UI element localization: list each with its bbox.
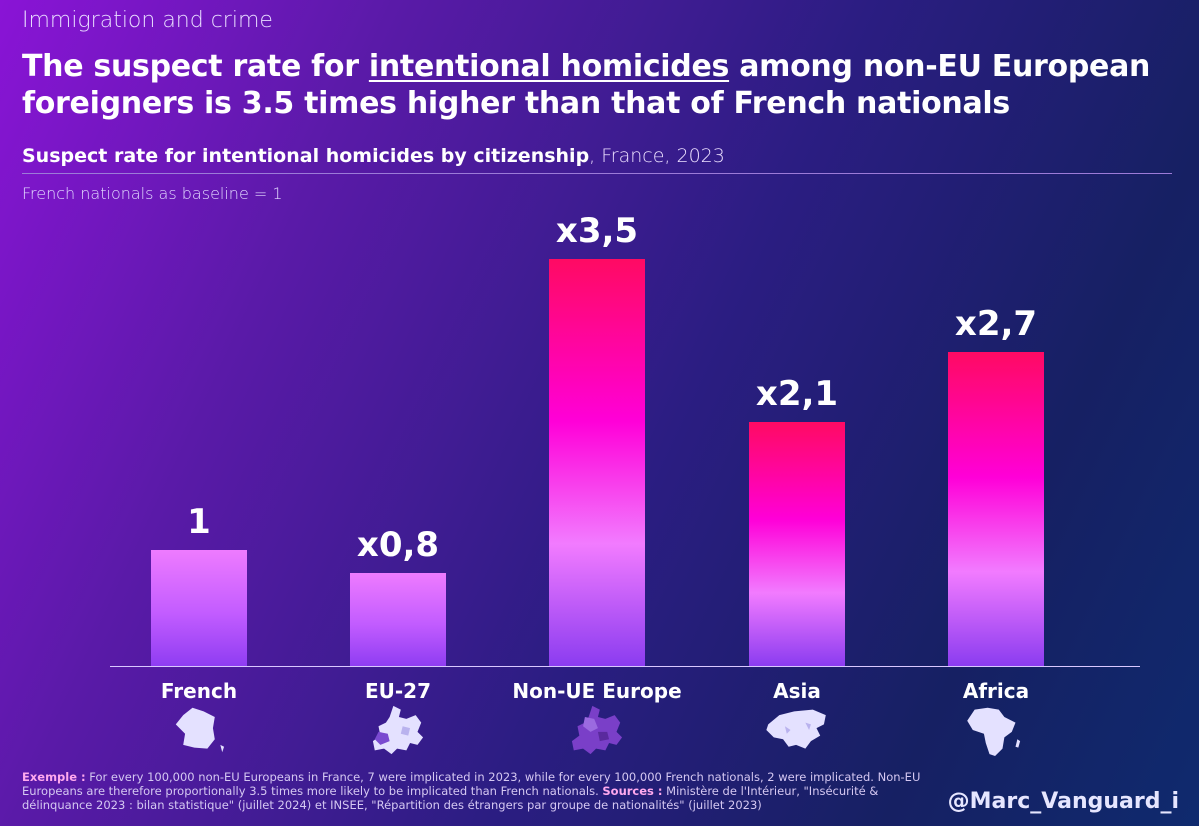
data-label: 1	[187, 501, 211, 542]
footnote: Exemple : For every 100,000 non-EU Europ…	[22, 770, 922, 812]
x-tick-label: EU-27	[364, 679, 432, 703]
bar-french	[151, 549, 247, 666]
data-label: x2,7	[954, 304, 1038, 345]
headline-part1: The suspect rate for	[22, 49, 369, 84]
asia-map-icon	[766, 709, 826, 749]
footnote-sources-label: Sources :	[602, 784, 663, 798]
bar-eu-27	[350, 572, 446, 666]
data-label: x3,5	[555, 211, 639, 251]
author-handle: @Marc_Vanguard_i	[947, 789, 1179, 814]
footnote-example-text: For every 100,000 non-EU Europeans in Fr…	[22, 770, 921, 798]
france-map-icon	[175, 707, 225, 753]
x-tick-label: French	[160, 679, 238, 703]
chart-kicker: Immigration and crime	[22, 8, 273, 33]
data-label: x2,1	[755, 373, 839, 414]
data-label: x0,8	[356, 524, 440, 565]
subtitle-rest: , France, 2023	[589, 145, 725, 167]
footnote-example-label: Exemple :	[22, 770, 86, 784]
x-tick-label: Africa	[962, 679, 1030, 703]
bar-africa	[948, 352, 1044, 666]
non-eu-europe-map-icon	[571, 705, 623, 755]
eu27-map-icon	[372, 705, 424, 755]
baseline-note: French nationals as baseline = 1	[22, 184, 283, 203]
chart-subtitle: Suspect rate for intentional homicides b…	[22, 145, 725, 167]
bar-asia	[749, 421, 845, 666]
footnote-sources-text: Ministère de l'Intérieur, "Insécurité & …	[22, 784, 879, 812]
x-tick-label: Asia	[773, 679, 821, 703]
x-axis-line	[110, 666, 1140, 667]
x-tick-label: Non-UE Europe	[512, 679, 682, 703]
bar-non-ue-europe	[549, 259, 645, 666]
header-divider	[22, 173, 1172, 174]
africa-map-icon	[967, 707, 1021, 756]
subtitle-bold: Suspect rate for intentional homicides b…	[22, 145, 590, 167]
headline-underlined: intentional homicides	[368, 49, 730, 84]
chart-headline: The suspect rate for intentional homicid…	[22, 48, 1182, 122]
headline-part2: among non-EU European foreigners is 3.5 …	[22, 49, 1151, 121]
